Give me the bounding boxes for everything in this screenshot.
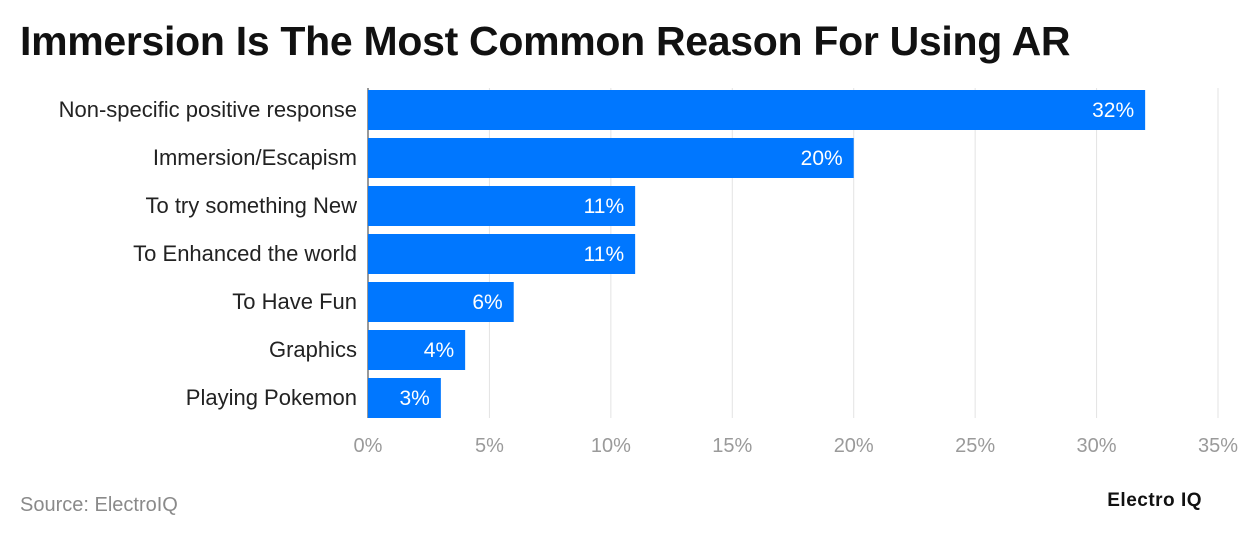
x-tick-label: 5%	[475, 435, 504, 457]
x-axis-ticks: 0% 5% 10% 15% 20% 25% 30% 35%	[354, 435, 1239, 457]
bar	[368, 234, 636, 274]
bar-value-label: 3%	[399, 387, 429, 410]
bar	[368, 330, 466, 370]
bar-value-label: 11%	[584, 243, 624, 266]
category-label: Non-specific positive response	[59, 97, 357, 122]
category-label: To Enhanced the world	[133, 241, 357, 266]
bar	[368, 282, 514, 322]
x-tick-label: 10%	[591, 435, 631, 457]
category-label: To Have Fun	[232, 289, 357, 314]
bar	[368, 378, 441, 418]
bar-value-label: 4%	[424, 339, 454, 362]
bar	[368, 138, 854, 178]
category-label: Immersion/Escapism	[153, 145, 357, 170]
chart-title: Immersion Is The Most Common Reason For …	[20, 18, 1071, 64]
x-tick-label: 30%	[1077, 435, 1117, 457]
source-note: Source: ElectroIQ	[20, 494, 178, 516]
x-tick-label: 15%	[712, 435, 752, 457]
bar-value-label: 6%	[472, 291, 502, 314]
bar-value-label: 11%	[584, 195, 624, 218]
category-label: Graphics	[269, 337, 357, 362]
bar-value-label: 32%	[1092, 99, 1134, 122]
bar	[368, 186, 636, 226]
brand-logo: Electro IQ	[1107, 490, 1202, 511]
x-tick-label: 20%	[834, 435, 874, 457]
category-label: Playing Pokemon	[186, 385, 357, 410]
x-tick-label: 0%	[354, 435, 383, 457]
category-label: To try something New	[145, 193, 357, 218]
bars: 32% 20% 11% 11% 6% 4% 3%	[368, 90, 1146, 418]
category-labels: Non-specific positive response Immersion/…	[59, 97, 357, 410]
x-tick-label: 35%	[1198, 435, 1238, 457]
bar	[368, 90, 1146, 130]
x-tick-label: 25%	[955, 435, 995, 457]
bar-value-label: 20%	[801, 147, 843, 170]
